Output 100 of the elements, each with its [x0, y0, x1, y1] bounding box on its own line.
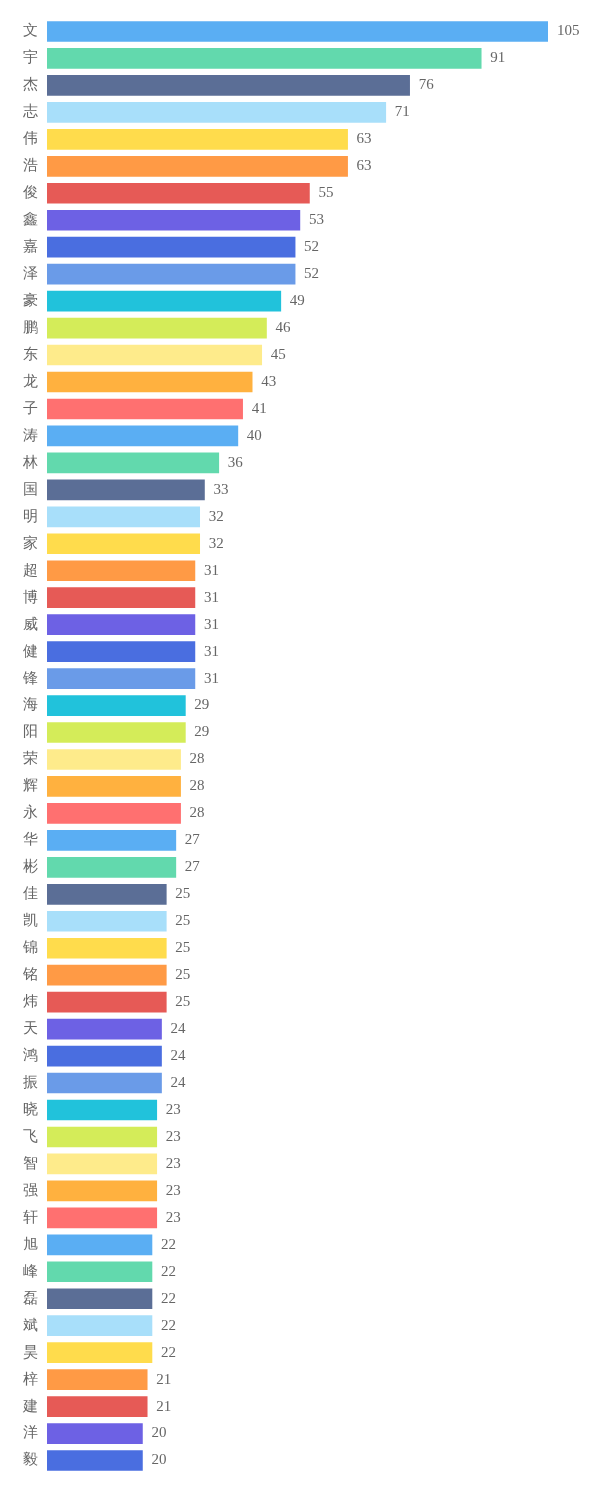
y-tick-label: 鑫: [23, 211, 38, 228]
data-label: 23: [165, 1127, 181, 1144]
y-tick-label: 振: [23, 1073, 38, 1090]
y-tick-label: 锦: [22, 939, 38, 956]
bar: [47, 48, 482, 69]
data-label: 45: [270, 345, 286, 362]
data-label: 31: [203, 642, 219, 659]
y-tick-label: 轩: [23, 1208, 38, 1225]
data-label: 63: [356, 157, 372, 174]
bar: [47, 398, 243, 420]
data-label: 43: [261, 372, 277, 389]
data-label: 76: [418, 76, 435, 93]
y-tick-label: 涛: [23, 426, 38, 443]
bar: [47, 479, 205, 501]
y-tick-label: 洋: [23, 1424, 38, 1441]
data-label: 24: [170, 1073, 187, 1090]
bar: [47, 75, 410, 96]
data-label: 36: [227, 453, 244, 470]
y-tick-label: 铭: [22, 966, 38, 983]
y-tick-label: 杰: [23, 76, 38, 93]
bar: [47, 1207, 158, 1229]
data-label: 32: [208, 534, 224, 551]
y-tick-label: 豪: [23, 292, 38, 309]
bar: [47, 776, 181, 797]
y-tick-label: 锋: [22, 669, 38, 686]
y-tick-label: 明: [23, 507, 38, 524]
data-label: 29: [194, 696, 210, 713]
bar: [47, 1315, 153, 1337]
data-label: 91: [490, 49, 506, 66]
bar: [47, 21, 548, 42]
y-tick-label: 家: [23, 534, 38, 551]
bar: [47, 1126, 158, 1148]
data-label: 24: [170, 1047, 187, 1064]
y-tick-label: 威: [23, 615, 38, 632]
y-tick-label: 永: [23, 804, 38, 821]
data-label: 27: [184, 858, 201, 875]
bar: [47, 452, 220, 474]
data-label: 105: [557, 22, 580, 39]
y-tick-label: 梓: [23, 1370, 38, 1387]
bar: [47, 803, 181, 824]
data-label: 23: [165, 1208, 181, 1225]
data-label: 40: [246, 426, 262, 443]
data-label: 22: [160, 1235, 176, 1252]
y-tick-label: 鹏: [23, 319, 38, 336]
data-label: 31: [203, 588, 219, 605]
bar: [47, 991, 167, 1013]
bar: [47, 668, 196, 689]
y-tick-label: 华: [23, 831, 38, 848]
bar: [47, 236, 296, 258]
bar: [47, 1018, 162, 1040]
bar: [47, 506, 201, 528]
data-label: 22: [160, 1262, 176, 1279]
data-label: 28: [189, 750, 205, 767]
bar: [47, 1450, 143, 1471]
y-tick-label: 国: [23, 480, 38, 497]
data-label: 31: [203, 669, 219, 686]
bar: [47, 857, 177, 878]
data-label: 31: [203, 615, 219, 632]
data-label: 29: [194, 723, 210, 740]
y-tick-label: 炜: [23, 993, 38, 1010]
data-label: 49: [289, 292, 305, 309]
y-tick-label: 建: [22, 1397, 38, 1414]
bar: [47, 1396, 148, 1417]
bar: [47, 614, 196, 635]
y-tick-label: 磊: [23, 1289, 38, 1306]
bar: [47, 1045, 162, 1067]
bar: [47, 317, 267, 339]
bar: [47, 1423, 143, 1444]
bar: [47, 290, 282, 312]
data-label: 71: [394, 103, 410, 120]
y-tick-label: 俊: [22, 184, 38, 201]
data-label: 22: [160, 1316, 176, 1333]
y-tick-label: 东: [23, 345, 38, 362]
bar: [47, 425, 239, 447]
y-tick-label: 泽: [23, 265, 38, 282]
bar: [47, 560, 196, 582]
data-label: 63: [356, 130, 372, 147]
data-label: 25: [175, 993, 191, 1010]
bar: [47, 1099, 158, 1121]
data-label: 52: [304, 238, 320, 255]
y-tick-label: 伟: [23, 130, 38, 147]
y-tick-label: 博: [23, 588, 38, 605]
y-tick-label: 斌: [23, 1316, 38, 1333]
data-label: 32: [208, 507, 224, 524]
data-label: 23: [165, 1154, 181, 1171]
bar: [47, 937, 167, 959]
data-label: 21: [156, 1370, 172, 1387]
y-tick-label: 龙: [23, 372, 38, 389]
y-tick-label: 超: [23, 561, 38, 578]
bar: [47, 722, 186, 743]
y-tick-label: 天: [23, 1020, 38, 1037]
data-label: 25: [175, 885, 191, 902]
y-tick-label: 阳: [23, 723, 38, 740]
bar: [47, 1342, 153, 1363]
y-tick-label: 强: [23, 1181, 38, 1198]
bar: [47, 641, 196, 662]
bar: [47, 587, 196, 609]
bar: [47, 1288, 153, 1310]
y-tick-label: 子: [23, 399, 38, 416]
data-label: 21: [156, 1397, 172, 1414]
